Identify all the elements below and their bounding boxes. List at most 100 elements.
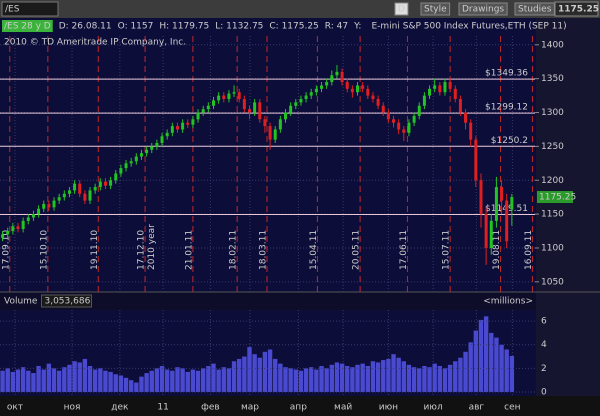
volume-bar [386,358,391,392]
volume-bar [350,367,355,392]
candle-body [494,187,498,221]
candle-body [16,226,20,230]
candle-body [489,220,493,248]
symbol-badge [2,20,53,32]
candle-body [6,231,10,235]
volume-bar [334,362,340,392]
candle-body [83,193,87,201]
toolbar-button-box[interactable] [394,2,409,16]
y-tick-label: 4 [541,340,547,350]
y-tick-label: 1150 [541,210,564,220]
y-tick-label: 1350 [541,74,564,84]
volume-bar [118,375,124,392]
volume-bar [483,316,489,392]
y-tick-label: 1250 [541,142,564,152]
volume-bar [427,367,432,392]
candle-body [407,122,411,133]
candle-body [258,102,262,120]
volume-bar [489,332,494,392]
volume-bar [345,366,350,392]
volume-bar [195,370,201,392]
candle-body [217,95,221,101]
toolbar [0,0,600,18]
symbol-input[interactable] [1,1,59,17]
candle-body [381,105,385,113]
candle-body [160,136,164,144]
price-level-label: $1349.36 [485,69,528,79]
volume-bar [10,371,16,392]
candle-body [340,71,344,83]
volume-bar [190,369,196,392]
candle-body [263,119,267,127]
candle-body [114,173,118,181]
volume-bar [309,367,314,392]
expiration-label: 20.05.11 [352,230,362,270]
volume-bar [375,362,381,392]
candle-body [443,82,447,93]
candle-body [119,168,123,174]
candle-body [150,146,154,150]
volume-bar [15,369,21,392]
volume-bar [478,319,484,392]
candle-body [124,163,128,169]
toolbar-button[interactable]: D [398,5,405,15]
volume-unit: <millions> [483,297,533,307]
candle-body [42,203,46,209]
volume-bar [62,367,67,392]
candle-body [253,102,257,113]
volume-value: 3,053,686 [44,297,90,307]
volume-bar [237,358,242,392]
candle-body [278,119,282,130]
volume-bar [185,371,190,392]
candle-body [52,200,56,208]
volume-bar [82,358,88,392]
header-item: /ES 28 y D [4,22,51,32]
toolbar-button-box[interactable] [514,2,555,16]
candle-body [505,200,509,242]
toolbar-button-box[interactable] [458,2,508,16]
last-price-box [554,1,599,17]
candle-body [289,105,293,113]
candle-body [484,214,488,248]
candle-body [500,187,504,201]
candle-body [474,139,478,181]
volume-bar [365,366,371,392]
toolbar-button[interactable]: Style [424,5,447,15]
volume-bar [396,357,401,392]
volume-bar [206,366,211,392]
toolbar-button-box[interactable] [420,2,451,16]
expiration-label: 19.11.10 [90,230,100,270]
volume-bar [406,364,412,392]
volume-bar [200,368,206,392]
candle-body [448,82,452,89]
candle-body [73,183,77,191]
x-tick-label: окт [7,403,23,413]
y-tick-label: 1200 [541,176,564,186]
x-tick-label: ноя [64,403,81,413]
volume-bar [422,366,427,392]
candle-body [345,82,349,89]
candle-body [175,126,179,130]
expiration-label: 15.10.10 [39,230,49,270]
y-tick-label: 6 [541,317,547,327]
candle-body [232,92,236,94]
candle-body [62,193,66,198]
toolbar-button[interactable]: Studies [518,5,552,15]
y-tick-label: 0 [541,388,547,398]
candle-body [165,132,169,137]
candle-body [309,92,313,96]
volume-bar [175,367,180,392]
volume-bar [134,382,139,392]
chart-title: E-mini S&P 500 Index Futures,ETH (SEP 11… [371,22,566,32]
toolbar-button[interactable]: Drawings [462,5,504,15]
candle-body [325,82,329,86]
x-tick-label: июл [424,403,443,413]
volume-bar [51,368,57,392]
candle-body [109,180,113,186]
candle-body [67,190,71,194]
volume-bar [391,354,396,392]
x-tick-label: май [334,403,352,413]
symbol[interactable]: /ES [5,5,20,15]
candle-body [386,112,390,120]
candle-body [402,129,406,133]
